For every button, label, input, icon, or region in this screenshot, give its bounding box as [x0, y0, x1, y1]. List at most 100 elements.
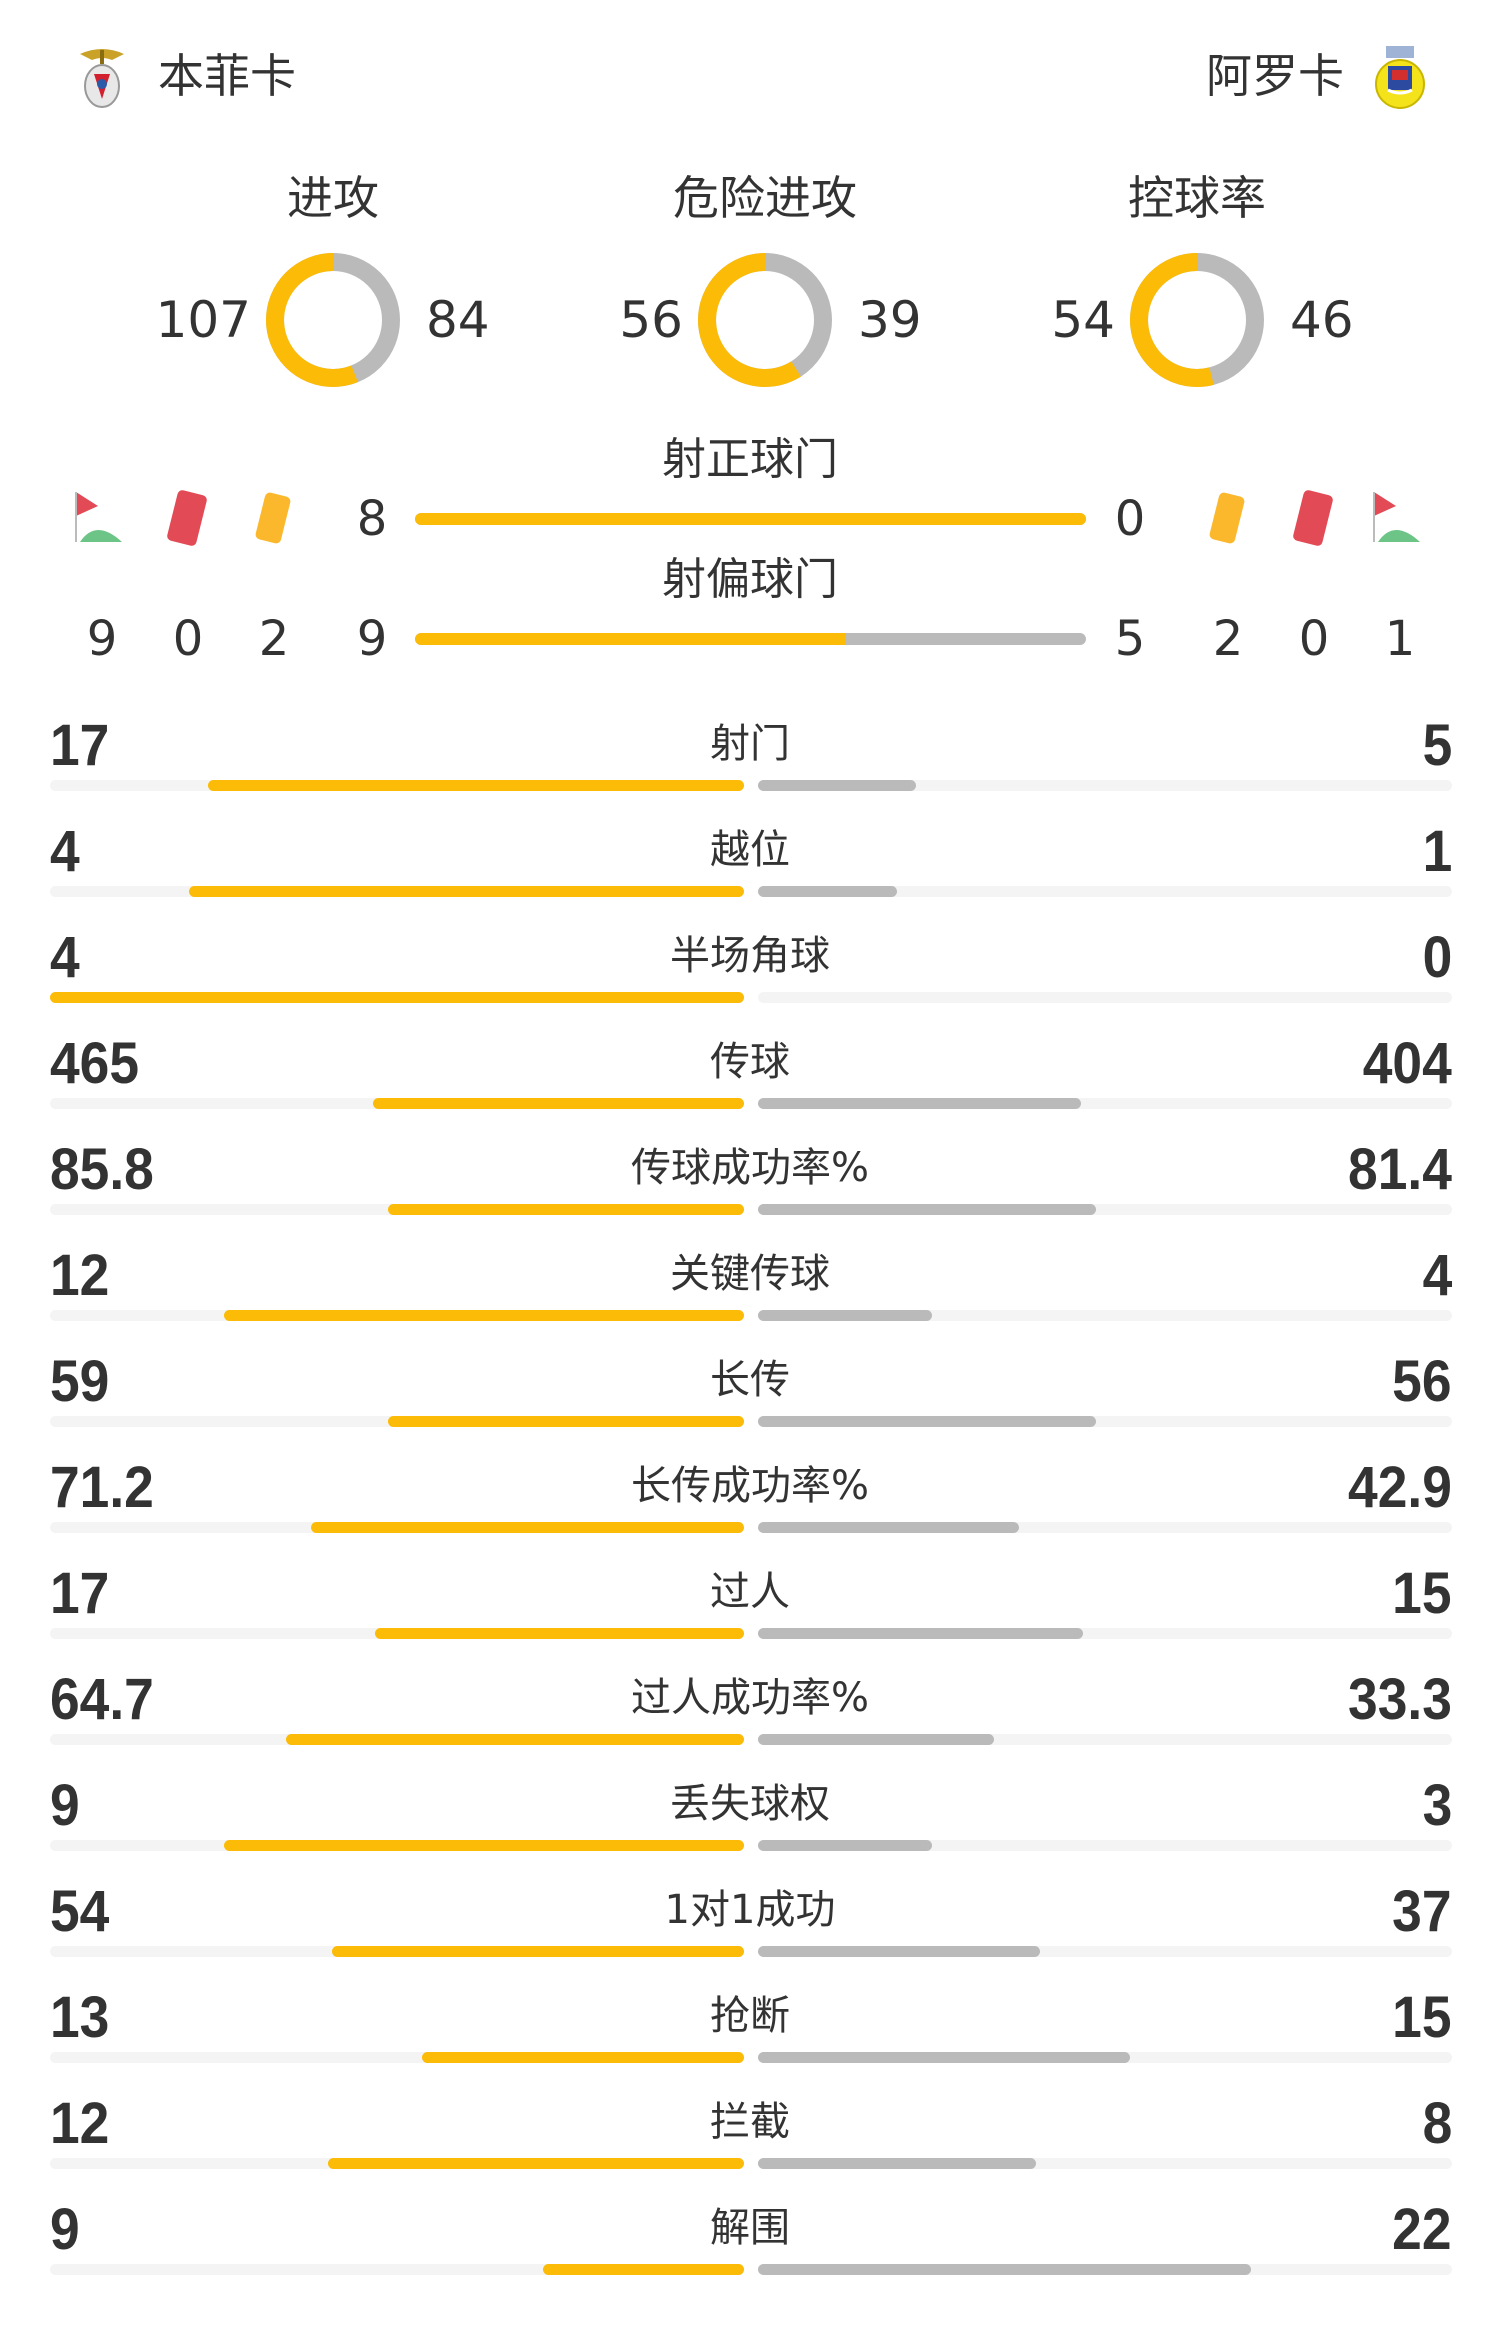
- stat-home-track: [50, 1946, 744, 1957]
- away-team-logo: [1370, 44, 1430, 110]
- stat-away-track: [758, 886, 1452, 897]
- stat-away-track: [758, 780, 1452, 791]
- stat-away-value: 0: [1422, 925, 1452, 990]
- stat-home-value: 85.8: [50, 1137, 154, 1202]
- stat-away-bar: [758, 780, 916, 791]
- shots-on-target-bar: [415, 513, 1086, 525]
- stat-away-track: [758, 1840, 1452, 1851]
- stat-away-value: 81.4: [1348, 1137, 1452, 1202]
- home-team-name: 本菲卡: [158, 49, 296, 103]
- stat-away-track: [758, 2264, 1452, 2275]
- stat-away-track: [758, 1522, 1452, 1533]
- donut-chart: [695, 250, 835, 390]
- stat-label: 过人: [710, 1569, 790, 1615]
- donut-title: 进攻: [287, 171, 379, 225]
- stat-away-track: [758, 2052, 1452, 2063]
- stat-label: 抢断: [710, 1993, 790, 2039]
- stat-away-bar: [758, 2158, 1036, 2169]
- stat-away-track: [758, 1628, 1452, 1639]
- stat-row: 13 抢断 15: [0, 1978, 1500, 2084]
- stat-home-track: [50, 2264, 744, 2275]
- stat-away-bar: [758, 886, 897, 897]
- home-team-logo: [72, 44, 132, 110]
- stat-away-track: [758, 1310, 1452, 1321]
- stat-away-value: 33.3: [1348, 1667, 1452, 1732]
- stat-home-value: 4: [50, 819, 80, 884]
- stat-label: 解围: [710, 2205, 790, 2251]
- donut-title: 危险进攻: [673, 171, 857, 225]
- stat-home-track: [50, 1734, 744, 1745]
- stat-row: 12 关键传球 4: [0, 1236, 1500, 1342]
- stat-away-track: [758, 1098, 1452, 1109]
- donut-away-value: 46: [1290, 291, 1354, 349]
- stat-home-track: [50, 886, 744, 897]
- stat-away-value: 42.9: [1348, 1455, 1452, 1520]
- stat-home-bar: [207, 780, 744, 791]
- stat-label: 传球: [710, 1039, 790, 1085]
- stat-home-bar: [375, 1628, 744, 1639]
- red-card-icon: [162, 488, 214, 550]
- donut-away-value: 84: [426, 291, 490, 349]
- stat-away-bar: [758, 1098, 1081, 1109]
- red-card-icon: [1288, 488, 1340, 550]
- stat-row: 54 1对1成功 37: [0, 1872, 1500, 1978]
- stat-home-track: [50, 1522, 744, 1533]
- shots-on-target-home-fill: [415, 513, 1086, 525]
- away-corners: 1: [1384, 611, 1416, 667]
- stat-away-bar: [758, 1310, 932, 1321]
- stat-home-value: 12: [50, 2091, 110, 2156]
- stat-away-bar: [758, 1628, 1084, 1639]
- stat-home-bar: [421, 2052, 744, 2063]
- corner-flag-icon: [74, 488, 126, 550]
- stat-home-bar: [387, 1204, 744, 1215]
- stat-row: 85.8 传球成功率% 81.4: [0, 1130, 1500, 1236]
- stat-home-bar: [188, 886, 744, 897]
- shots-off-target-title: 射偏球门: [662, 554, 838, 605]
- shots-off-target-bar: [415, 633, 1086, 645]
- stat-home-value: 54: [50, 1879, 110, 1944]
- stat-home-bar: [327, 2158, 744, 2169]
- stat-away-bar: [758, 1416, 1096, 1427]
- stat-home-bar: [223, 1840, 744, 1851]
- stat-away-track: [758, 1204, 1452, 1215]
- stat-away-value: 1: [1422, 819, 1452, 884]
- stat-home-value: 13: [50, 1985, 110, 2050]
- stat-label: 半场角球: [670, 933, 830, 979]
- stat-home-value: 9: [50, 1773, 80, 1838]
- corner-flag-icon: [1372, 488, 1424, 550]
- stat-home-value: 12: [50, 1243, 110, 1308]
- stat-home-value: 71.2: [50, 1455, 154, 1520]
- stat-home-track: [50, 2052, 744, 2063]
- stat-row: 17 过人 15: [0, 1554, 1500, 1660]
- stat-home-track: [50, 1840, 744, 1851]
- away-red-cards: 0: [1298, 611, 1330, 667]
- stat-home-track: [50, 992, 744, 1003]
- stat-home-track: [50, 1098, 744, 1109]
- stat-away-bar: [758, 2052, 1130, 2063]
- stat-home-track: [50, 1204, 744, 1215]
- stat-away-value: 8: [1422, 2091, 1452, 2156]
- stat-home-bar: [542, 2264, 744, 2275]
- stat-label: 关键传球: [670, 1251, 830, 1297]
- stat-home-bar: [310, 1522, 744, 1533]
- donut-title: 控球率: [1128, 171, 1266, 225]
- donut-home-arc: [266, 253, 400, 387]
- stat-away-value: 22: [1392, 2197, 1452, 2262]
- stat-row: 17 射门 5: [0, 706, 1500, 812]
- stat-label: 过人成功率%: [630, 1675, 869, 1721]
- stat-away-track: [758, 2158, 1452, 2169]
- stat-label: 越位: [710, 827, 790, 873]
- stat-away-bar: [758, 1734, 994, 1745]
- stat-away-bar: [758, 2264, 1251, 2275]
- stat-away-value: 37: [1392, 1879, 1452, 1944]
- stat-label: 长传: [710, 1357, 790, 1403]
- stat-away-track: [758, 1416, 1452, 1427]
- shots-on-target-home: 8: [356, 491, 388, 547]
- shots-off-target-home: 9: [356, 611, 388, 667]
- stat-away-value: 3: [1422, 1773, 1452, 1838]
- donut-home-value: 54: [1051, 291, 1115, 349]
- home-yellow-cards: 2: [258, 611, 290, 667]
- yellow-card-icon: [248, 488, 300, 550]
- stat-home-bar: [387, 1416, 744, 1427]
- home-red-cards: 0: [172, 611, 204, 667]
